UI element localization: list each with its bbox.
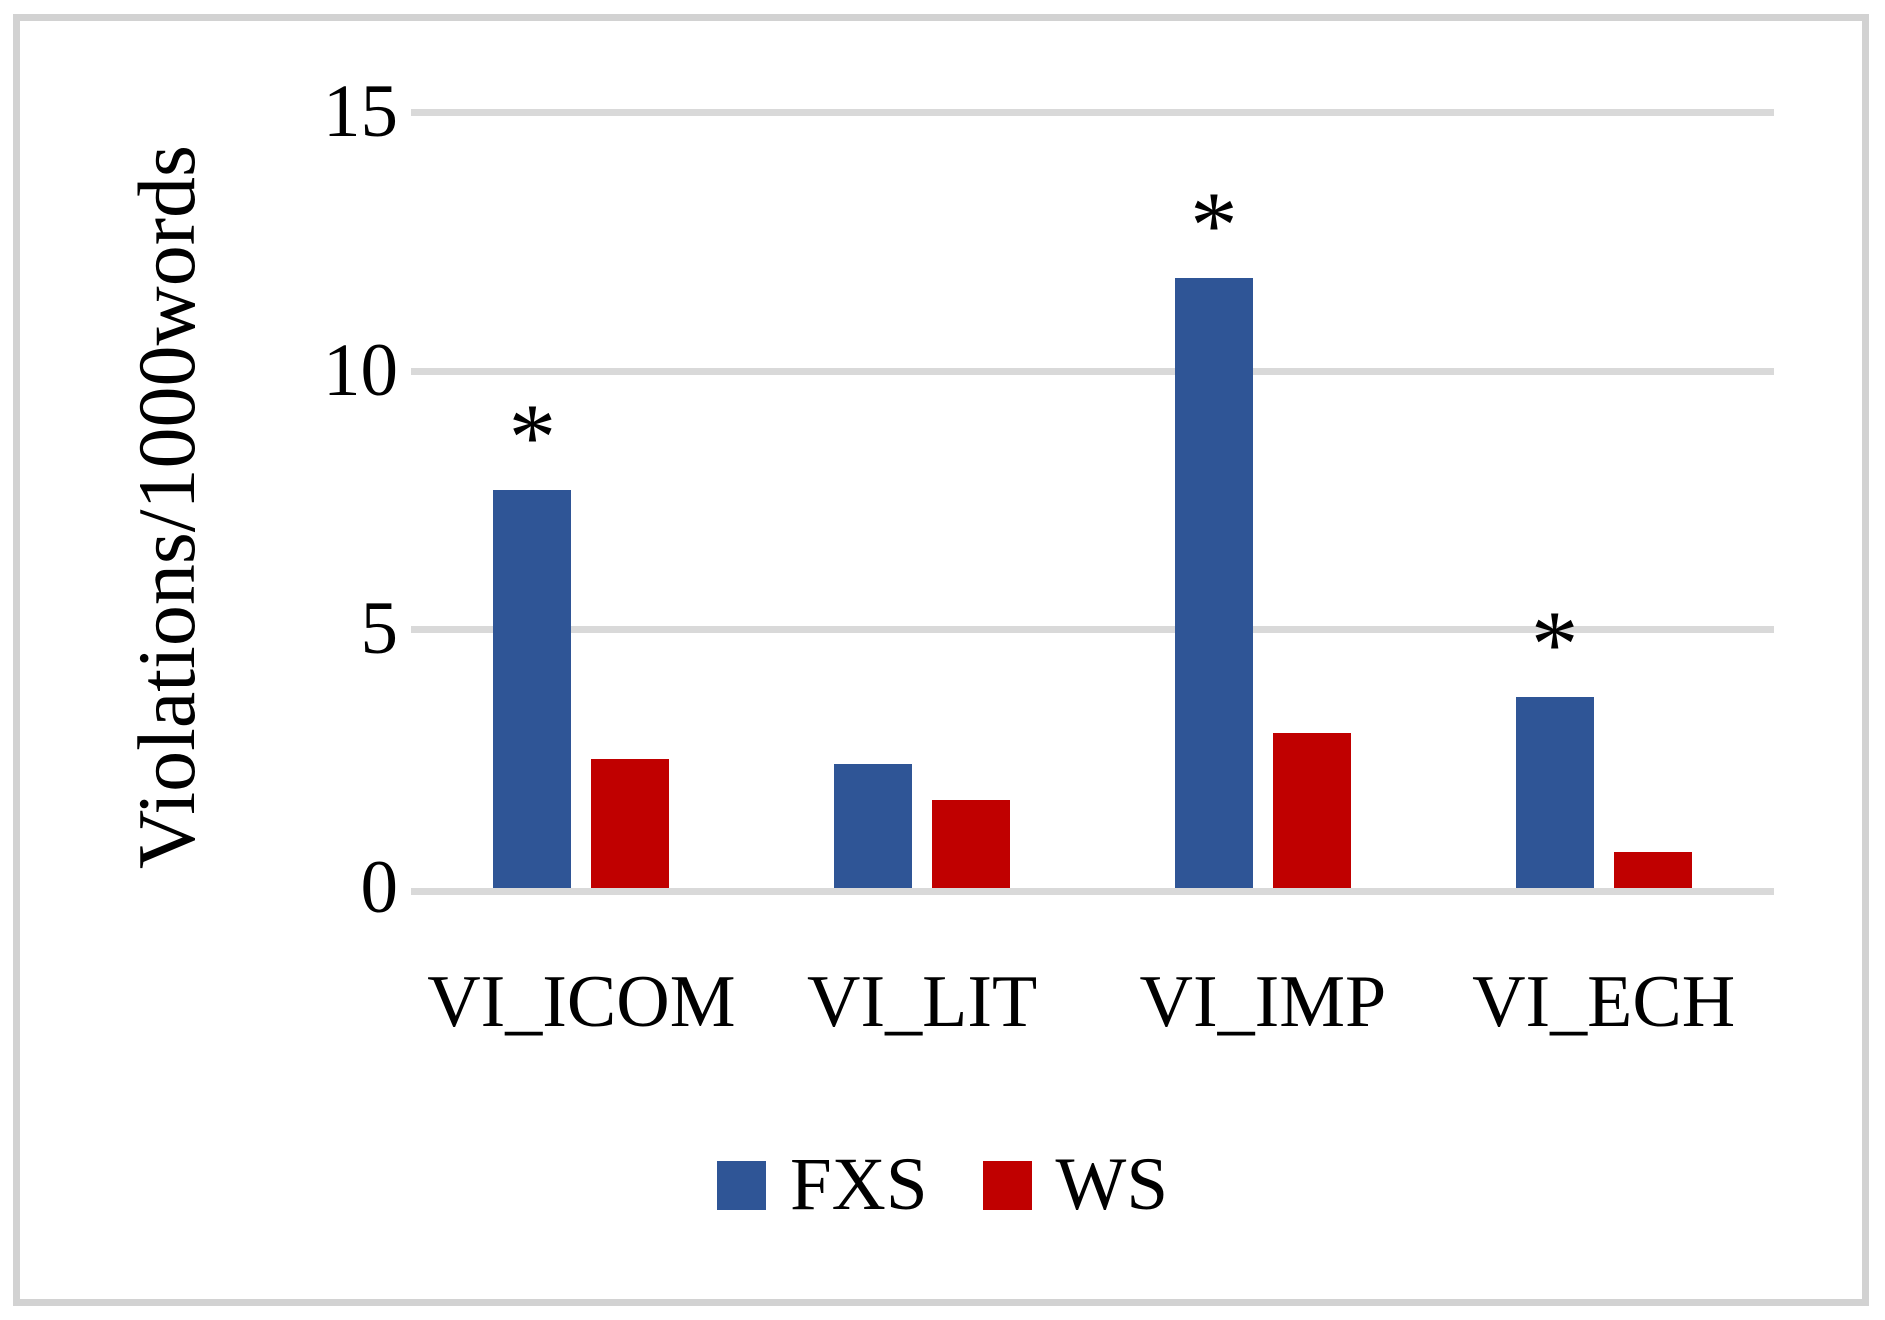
bar-fxs-vi-lit (834, 763, 913, 888)
y-tick-label-0: 0 (360, 846, 399, 929)
legend-label-fxs: FXS (789, 1143, 928, 1226)
x-axis-label-vi-icom: VI_ICOM (427, 961, 736, 1043)
significance-asterisk-vi-ech: * (1530, 590, 1579, 697)
significance-asterisk-vi-imp: * (1190, 171, 1238, 278)
x-axis-label-vi-imp: VI_IMP (1139, 961, 1387, 1043)
gridline-15 (411, 109, 1774, 116)
bar-fxs-vi-imp (1174, 277, 1253, 888)
x-axis-label-vi-lit: VI_LIT (807, 961, 1038, 1043)
legend-item-fxs: FXS (716, 1143, 928, 1226)
gridline-5 (411, 626, 1774, 634)
legend-item-ws: WS (982, 1143, 1169, 1226)
legend: FXS WS (0, 1140, 1885, 1230)
bar-ws-vi-lit (932, 800, 1011, 888)
bar-ws-vi-ech (1613, 851, 1692, 888)
gridline-10 (411, 367, 1774, 375)
chart-border (13, 14, 1869, 1306)
legend-swatch-ws (982, 1160, 1032, 1210)
significance-asterisk-vi-icom: * (508, 383, 557, 490)
bar-ws-vi-icom (591, 758, 670, 888)
legend-swatch-fxs (716, 1160, 766, 1210)
bar-fxs-vi-ech (1515, 696, 1594, 888)
y-axis-title: Violations/1000words (121, 145, 212, 869)
y-tick-label-10: 10 (323, 328, 398, 412)
bar-ws-vi-imp (1272, 732, 1351, 888)
legend-label-ws: WS (1055, 1143, 1169, 1226)
y-tick-label-5: 5 (360, 587, 399, 671)
y-tick-label-15: 15 (323, 70, 398, 153)
x-axis-line (411, 888, 1774, 895)
bar-fxs-vi-icom (493, 489, 572, 888)
x-axis-label-vi-ech: VI_ECH (1472, 961, 1736, 1043)
